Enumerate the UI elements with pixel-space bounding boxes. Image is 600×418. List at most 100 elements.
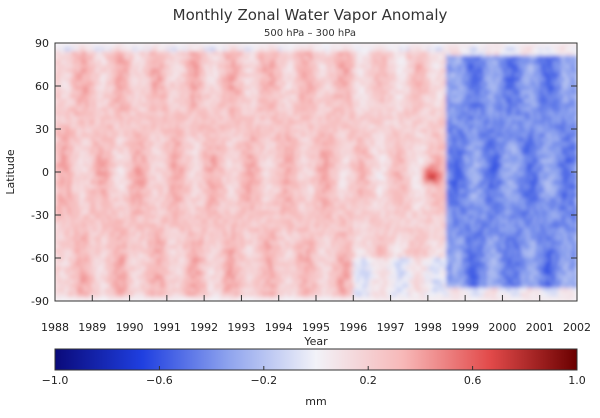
heatmap-cell — [154, 257, 159, 263]
heatmap-cell — [287, 188, 292, 194]
heatmap-cell — [67, 51, 72, 57]
heatmap-cell — [191, 72, 196, 78]
heatmap-cell — [113, 184, 118, 190]
heatmap-cell — [197, 206, 202, 212]
heatmap-cell — [287, 98, 292, 104]
heatmap-cell — [73, 287, 78, 293]
heatmap-cell — [57, 279, 62, 285]
heatmap-cell — [253, 68, 258, 74]
heatmap-cell — [175, 227, 180, 233]
heatmap-cell — [256, 283, 261, 289]
heatmap-cell — [157, 180, 162, 186]
heatmap-cell — [303, 296, 308, 301]
heatmap-cell — [95, 115, 99, 121]
heatmap-cell — [259, 133, 264, 139]
heatmap-cell — [303, 47, 308, 53]
heatmap-cell — [60, 292, 65, 298]
heatmap-cell — [225, 201, 230, 207]
heatmap-cell — [82, 214, 87, 220]
heatmap-cell — [166, 124, 171, 130]
heatmap-cell — [194, 115, 199, 121]
heatmap-cell — [91, 167, 96, 173]
heatmap-cell — [216, 287, 221, 293]
heatmap-cell — [147, 128, 152, 134]
heatmap-cell — [64, 184, 68, 190]
heatmap-cell — [119, 72, 124, 78]
heatmap-cell — [82, 283, 87, 289]
heatmap-cell — [85, 55, 90, 61]
heatmap-cell — [278, 145, 283, 151]
heatmap-cell — [123, 201, 127, 207]
heatmap-cell — [160, 214, 165, 220]
heatmap-cell — [278, 158, 283, 164]
heatmap-cell — [253, 145, 258, 151]
heatmap-cell — [206, 51, 211, 57]
heatmap-cell — [234, 51, 239, 57]
heatmap-cell — [116, 85, 121, 91]
heatmap-cell — [119, 283, 124, 289]
heatmap-cell — [144, 85, 149, 91]
heatmap-cell — [188, 240, 193, 246]
heatmap-cell — [191, 47, 196, 53]
heatmap-cell — [216, 223, 221, 229]
heatmap-cell — [60, 154, 65, 160]
heatmap-cell — [222, 98, 227, 104]
heatmap-cell — [287, 145, 292, 151]
heatmap-cell — [67, 223, 72, 229]
heatmap-cell — [188, 115, 193, 121]
heatmap-cell — [275, 81, 280, 87]
heatmap-cell — [256, 236, 261, 242]
heatmap-cell — [306, 279, 311, 285]
heatmap-cell — [119, 94, 124, 100]
heatmap-cell — [191, 210, 196, 216]
heatmap-cell — [144, 231, 149, 237]
heatmap-cell — [222, 223, 227, 229]
heatmap-cell — [188, 176, 193, 182]
heatmap-cell — [250, 244, 255, 250]
heatmap-cell — [119, 193, 124, 199]
heatmap-cell — [250, 154, 255, 160]
heatmap-cell — [297, 115, 301, 121]
heatmap-cell — [234, 111, 239, 117]
heatmap-cell — [247, 201, 252, 207]
heatmap-cell — [82, 51, 87, 57]
heatmap-cell — [64, 214, 68, 220]
heatmap-cell — [88, 150, 93, 156]
heatmap-cell — [216, 77, 221, 83]
heatmap-cell — [278, 98, 283, 104]
heatmap-cell — [123, 244, 127, 250]
heatmap-cell — [182, 120, 186, 126]
heatmap-cell — [216, 283, 221, 289]
heatmap-cell — [219, 128, 224, 134]
heatmap-cell — [101, 55, 106, 61]
heatmap-cell — [203, 107, 208, 113]
heatmap-cell — [60, 120, 65, 126]
heatmap-cell — [287, 85, 292, 91]
heatmap-cell — [262, 270, 267, 276]
heatmap-cell — [138, 257, 143, 263]
heatmap-cell — [138, 145, 143, 151]
heatmap-cell — [110, 133, 115, 139]
heatmap-cell — [126, 210, 131, 216]
heatmap-cell — [306, 206, 311, 212]
heatmap-cell — [95, 197, 99, 203]
heatmap-cell — [129, 51, 134, 57]
heatmap-cell — [238, 55, 242, 61]
heatmap-cell — [300, 120, 305, 126]
heatmap-cell — [113, 283, 118, 289]
heatmap-cell — [113, 223, 118, 229]
heatmap-cell — [151, 64, 155, 70]
heatmap-cell — [101, 128, 106, 134]
heatmap-cell — [141, 270, 146, 276]
heatmap-cell — [107, 124, 112, 130]
heatmap-cell — [238, 47, 242, 53]
heatmap-cell — [160, 124, 165, 130]
heatmap-cell — [163, 124, 168, 130]
heatmap-cell — [185, 240, 190, 246]
heatmap-cell — [259, 43, 264, 48]
heatmap-cell — [228, 270, 233, 276]
heatmap-cell — [259, 266, 264, 272]
heatmap-cell — [191, 279, 196, 285]
heatmap-cell — [98, 287, 103, 293]
heatmap-cell — [253, 137, 258, 143]
